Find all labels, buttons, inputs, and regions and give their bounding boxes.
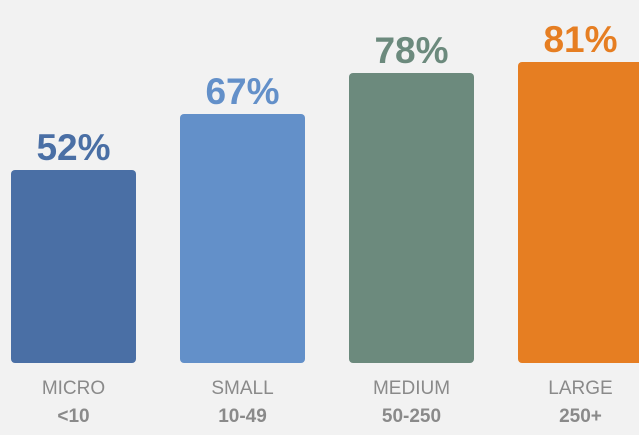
category-name-large: LARGE: [548, 378, 613, 399]
bar-large: [518, 62, 639, 363]
value-label-small: 67%: [205, 71, 280, 113]
value-label-medium: 78%: [374, 30, 449, 72]
category-name-medium: MEDIUM: [372, 378, 451, 399]
value-label-large: 81%: [543, 19, 618, 61]
category-name-micro: MICRO: [41, 378, 106, 399]
value-label-micro: 52%: [36, 126, 111, 168]
category-range-large: 250+: [559, 406, 602, 427]
category-range-medium: 50-250: [381, 406, 442, 427]
bar-micro: [11, 169, 136, 363]
category-name-small: SMALL: [211, 378, 274, 399]
category-range-micro: <10: [57, 406, 90, 427]
bar-small: [180, 114, 305, 363]
bar-medium: [349, 73, 474, 363]
category-range-small: 10-49: [218, 406, 267, 427]
